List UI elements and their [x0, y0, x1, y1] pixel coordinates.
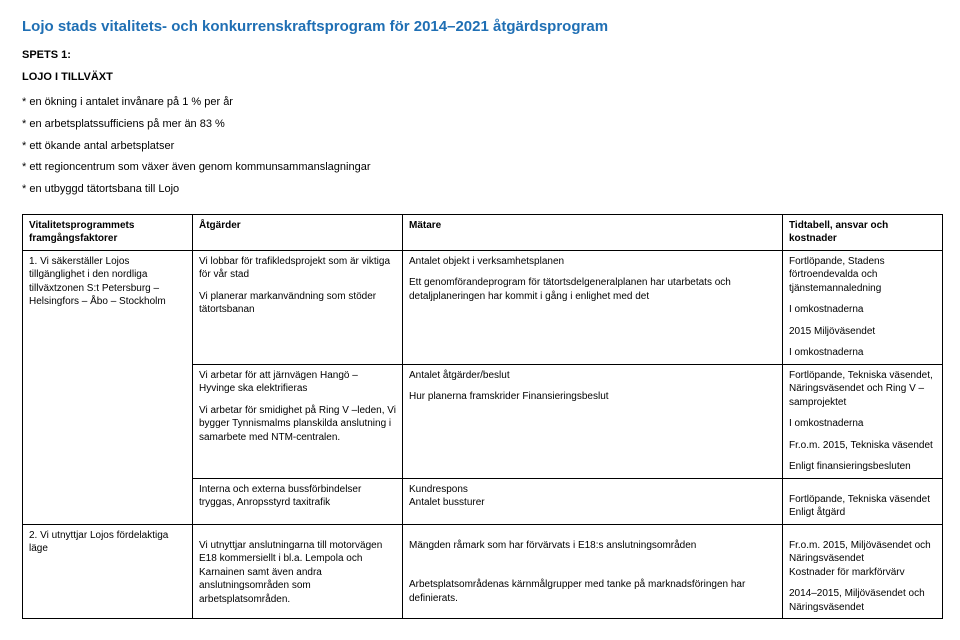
cell-text: 2015 Miljöväsendet	[789, 325, 936, 339]
cell-text: Interna och externa bussförbindelser try…	[199, 483, 396, 510]
cell-actions: Vi utnyttjar anslutningarna till motorvä…	[193, 524, 403, 619]
col-header-metrics: Mätare	[403, 214, 783, 250]
cell-text: I omkostnaderna	[789, 417, 936, 431]
spets-subtitle: LOJO I TILLVÄXT	[22, 71, 938, 83]
cell-text: Fr.o.m. 2015, Miljöväsendet och Näringsv…	[789, 539, 936, 566]
page-title: Lojo stads vitalitets- och konkurrenskra…	[22, 18, 938, 35]
cell-text: Mängden råmark som har förvärvats i E18:…	[409, 539, 776, 553]
cell-text: 2014–2015, Miljöväsendet och Näringsväse…	[789, 587, 936, 614]
program-table: Vitalitetsprogrammets framgångsfaktorer …	[22, 214, 943, 620]
cell-text: I omkostnaderna	[789, 346, 936, 360]
cell-metrics: Antalet objekt i verksamhetsplanen Ett g…	[403, 250, 783, 364]
cell-text: Vi arbetar för smidighet på Ring V –lede…	[199, 404, 396, 445]
cell-text: I omkostnaderna	[789, 303, 936, 317]
cell-actions: Interna och externa bussförbindelser try…	[193, 478, 403, 524]
cell-text: Vi lobbar för trafikledsprojekt som är v…	[199, 255, 396, 282]
cell-text: Enligt finansieringsbesluten	[789, 460, 936, 474]
cell-actions: Vi arbetar för att järnvägen Hangö – Hyv…	[193, 364, 403, 478]
cell-metrics: Antalet åtgärder/beslut Hur planerna fra…	[403, 364, 783, 478]
cell-text: Arbetsplatsområdenas kärnmålgrupper med …	[409, 578, 776, 605]
cell-actions: Vi lobbar för trafikledsprojekt som är v…	[193, 250, 403, 364]
col-header-schedule: Tidtabell, ansvar och kostnader	[783, 214, 943, 250]
bullet-item: * ett ökande antal arbetsplatser	[22, 137, 938, 157]
cell-text: Kundrespons	[409, 483, 776, 497]
factor-2-label: 2. Vi utnyttjar Lojos fördelaktiga läge	[23, 524, 193, 619]
table-header-row: Vitalitetsprogrammets framgångsfaktorer …	[23, 214, 943, 250]
cell-metrics: Mängden råmark som har förvärvats i E18:…	[403, 524, 783, 619]
cell-text: Fortlöpande, Tekniska väsendet	[789, 493, 936, 507]
cell-text: Fortlöpande, Stadens förtroendevalda och…	[789, 255, 936, 296]
cell-schedule: Fortlöpande, Tekniska väsendet Enligt åt…	[783, 478, 943, 524]
cell-metrics: Kundrespons Antalet bussturer	[403, 478, 783, 524]
bullet-item: * ett regioncentrum som växer även genom…	[22, 158, 938, 178]
cell-schedule: Fortlöpande, Stadens förtroendevalda och…	[783, 250, 943, 364]
bullet-item: * en arbetsplatssufficiens på mer än 83 …	[22, 115, 938, 135]
cell-text: Fortlöpande, Tekniska väsendet, Näringsv…	[789, 369, 936, 410]
cell-text: Antalet bussturer	[409, 496, 776, 510]
col-header-actions: Åtgärder	[193, 214, 403, 250]
table-row: 1. Vi säkerställer Lojos tillgänglighet …	[23, 250, 943, 364]
cell-text: Vi planerar markanvändning som stöder tä…	[199, 290, 396, 317]
cell-schedule: Fortlöpande, Tekniska väsendet, Näringsv…	[783, 364, 943, 478]
col-header-factors: Vitalitetsprogrammets framgångsfaktorer	[23, 214, 193, 250]
cell-text: Vi arbetar för att järnvägen Hangö – Hyv…	[199, 369, 396, 396]
spets-label: SPETS 1:	[22, 49, 938, 61]
cell-text: Hur planerna framskrider Finansieringsbe…	[409, 390, 776, 404]
cell-schedule: Fr.o.m. 2015, Miljöväsendet och Näringsv…	[783, 524, 943, 619]
cell-text: Antalet åtgärder/beslut	[409, 369, 776, 383]
bullet-list: * en ökning i antalet invånare på 1 % pe…	[22, 93, 938, 200]
factor-1-label: 1. Vi säkerställer Lojos tillgänglighet …	[23, 250, 193, 524]
cell-text: Enligt åtgärd	[789, 506, 936, 520]
cell-text: Ett genomförandeprogram för tätortsdelge…	[409, 276, 776, 303]
bullet-item: * en utbyggd tätortsbana till Lojo	[22, 180, 938, 200]
bullet-item: * en ökning i antalet invånare på 1 % pe…	[22, 93, 938, 113]
cell-text: Kostnader för markförvärv	[789, 566, 936, 580]
cell-text: Vi utnyttjar anslutningarna till motorvä…	[199, 539, 396, 607]
cell-text: Antalet objekt i verksamhetsplanen	[409, 255, 776, 269]
cell-text: Fr.o.m. 2015, Tekniska väsendet	[789, 439, 936, 453]
table-row: 2. Vi utnyttjar Lojos fördelaktiga läge …	[23, 524, 943, 619]
